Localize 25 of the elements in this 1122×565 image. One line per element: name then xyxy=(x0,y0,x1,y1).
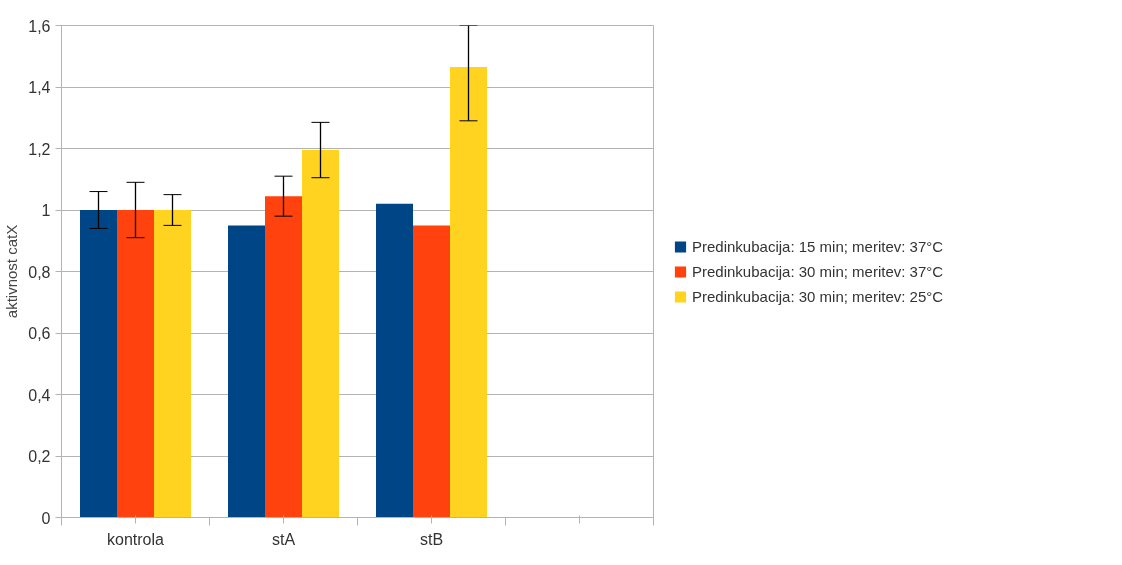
x-tick-label: stA xyxy=(271,530,296,548)
bar xyxy=(117,210,154,518)
x-tick-label: stB xyxy=(419,530,444,548)
y-tick-label: 1,6 xyxy=(28,17,51,35)
y-tick-label: 0,4 xyxy=(28,386,51,404)
legend-label: Predinkubacija: 30 min; meritev: 37°C xyxy=(692,262,944,280)
bar xyxy=(376,203,413,518)
y-tick-label: 1 xyxy=(41,202,51,219)
bar xyxy=(450,67,487,518)
y-tick-label: 0,2 xyxy=(28,448,51,465)
y-tick-label: 0,8 xyxy=(28,263,51,281)
bar xyxy=(413,225,450,518)
bar xyxy=(302,150,339,518)
bar xyxy=(265,196,302,518)
x-tick-label: kontrola xyxy=(107,530,165,548)
bar xyxy=(154,210,191,518)
y-tick-label: 0,6 xyxy=(28,325,51,342)
y-axis-title: aktivnost catX xyxy=(3,224,21,319)
y-tick-label: 0 xyxy=(41,509,51,527)
bar xyxy=(80,210,117,518)
legend-label: Predinkubacija: 30 min; meritev: 25°C xyxy=(692,287,944,305)
bar xyxy=(228,225,265,518)
legend-label: Predinkubacija: 15 min; meritev: 37°C xyxy=(692,237,944,255)
y-tick-label: 1,4 xyxy=(28,79,51,96)
y-tick-label: 1,2 xyxy=(28,140,51,158)
